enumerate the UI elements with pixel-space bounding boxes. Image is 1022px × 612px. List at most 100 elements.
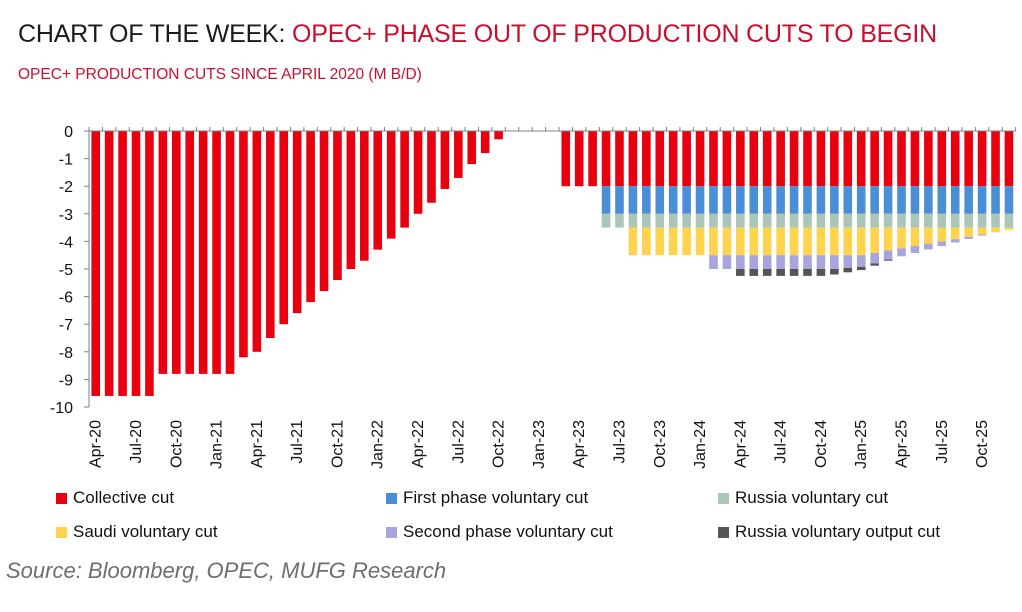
x-tick-label: Jul-25	[934, 420, 951, 464]
bar-collective-cut	[722, 131, 732, 187]
x-tick-label: Oct-25	[974, 420, 991, 468]
bar-second-phase-voluntary-cut	[856, 255, 866, 267]
legend-swatch	[56, 492, 67, 504]
bar-collective-cut	[628, 131, 638, 187]
bar-saudi-voluntary-cut	[1004, 227, 1014, 230]
bar-saudi-voluntary-cut	[830, 227, 839, 256]
bar-first-phase-voluntary-cut	[803, 186, 812, 214]
bar-first-phase-voluntary-cut	[897, 186, 906, 214]
bar-russia-voluntary-output-cut	[816, 269, 826, 276]
bar-collective-cut	[198, 131, 208, 374]
bar-russia-voluntary-output-cut	[776, 269, 785, 276]
legend-label: Collective cut	[73, 488, 175, 507]
bar-collective-cut	[454, 131, 463, 178]
bar-saudi-voluntary-cut	[950, 227, 960, 240]
bar-russia-voluntary-cut	[655, 213, 665, 228]
bar-second-phase-voluntary-cut	[977, 234, 987, 236]
bar-russia-voluntary-output-cut	[870, 263, 879, 266]
bar-collective-cut	[360, 131, 369, 261]
bar-saudi-voluntary-cut	[910, 227, 920, 247]
bar-second-phase-voluntary-cut	[789, 255, 799, 269]
bar-first-phase-voluntary-cut	[856, 186, 866, 214]
bar-second-phase-voluntary-cut	[924, 243, 933, 250]
bar-russia-voluntary-cut	[736, 213, 745, 228]
y-tick-label: -7	[59, 317, 73, 334]
bar-first-phase-voluntary-cut	[816, 186, 826, 214]
bar-saudi-voluntary-cut	[642, 227, 651, 256]
bar-saudi-voluntary-cut	[722, 227, 732, 256]
bar-collective-cut	[870, 131, 879, 187]
bar-saudi-voluntary-cut	[897, 227, 906, 249]
x-tick-label: Jul-21	[289, 420, 306, 464]
bar-collective-cut	[145, 131, 154, 396]
bar-collective-cut	[104, 131, 114, 396]
bar-second-phase-voluntary-cut	[897, 248, 906, 257]
legend-label: Saudi voluntary cut	[73, 522, 218, 541]
legend-item: Collective cut	[56, 488, 174, 508]
bar-collective-cut	[830, 131, 839, 187]
bar-saudi-voluntary-cut	[937, 227, 947, 242]
bar-collective-cut	[655, 131, 665, 187]
x-tick-label: Jul-20	[128, 420, 145, 464]
y-tick-label: -6	[59, 290, 73, 307]
chart-title-highlight: OPEC+ PHASE OUT OF PRODUCTION CUTS TO BE…	[292, 20, 938, 48]
bar-collective-cut	[682, 131, 691, 187]
bar-collective-cut	[1004, 131, 1014, 187]
x-tick-label: Apr-24	[732, 420, 749, 468]
bar-russia-voluntary-cut	[964, 213, 973, 228]
x-tick-label: Oct-23	[652, 420, 669, 468]
bar-collective-cut	[762, 131, 772, 187]
bar-saudi-voluntary-cut	[964, 227, 973, 237]
x-tick-label: Jan-22	[370, 420, 387, 469]
bar-collective-cut	[131, 131, 141, 396]
bar-second-phase-voluntary-cut	[843, 255, 853, 268]
bar-collective-cut	[306, 131, 315, 303]
legend-item: Russia voluntary output cut	[718, 522, 940, 542]
bar-saudi-voluntary-cut	[682, 227, 691, 256]
bar-collective-cut	[279, 131, 289, 325]
bar-collective-cut	[91, 131, 101, 396]
bar-russia-voluntary-cut	[803, 213, 812, 228]
bar-first-phase-voluntary-cut	[843, 186, 853, 214]
x-tick-label: Apr-25	[894, 420, 911, 468]
legend-item: Second phase voluntary cut	[386, 522, 613, 542]
bar-russia-voluntary-output-cut	[803, 269, 812, 276]
legend-swatch	[718, 526, 729, 538]
bar-first-phase-voluntary-cut	[789, 186, 799, 214]
bar-collective-cut	[185, 131, 195, 374]
chart-subtitle: OPEC+ PRODUCTION CUTS SINCE APRIL 2020 (…	[18, 66, 422, 83]
bar-first-phase-voluntary-cut	[695, 186, 705, 214]
x-tick-label: Oct-21	[329, 420, 346, 468]
bar-collective-cut	[225, 131, 235, 374]
bar-collective-cut	[574, 131, 584, 187]
bar-saudi-voluntary-cut	[991, 227, 1000, 233]
bar-first-phase-voluntary-cut	[682, 186, 691, 214]
x-tick-label: Oct-22	[491, 420, 508, 468]
bar-second-phase-voluntary-cut	[883, 250, 893, 260]
bar-second-phase-voluntary-cut	[722, 255, 732, 269]
y-tick-label: -8	[59, 345, 73, 362]
x-tick-label: Jan-24	[692, 420, 709, 469]
bar-russia-voluntary-cut	[1004, 213, 1014, 228]
bar-first-phase-voluntary-cut	[601, 186, 611, 214]
bar-russia-voluntary-cut	[977, 213, 987, 228]
bar-second-phase-voluntary-cut	[950, 239, 960, 243]
bar-first-phase-voluntary-cut	[776, 186, 785, 214]
bar-collective-cut	[601, 131, 611, 187]
bar-second-phase-voluntary-cut	[910, 246, 920, 253]
bar-collective-cut	[910, 131, 920, 187]
bar-first-phase-voluntary-cut	[870, 186, 879, 214]
bar-saudi-voluntary-cut	[803, 227, 812, 256]
bar-collective-cut	[789, 131, 799, 187]
bar-second-phase-voluntary-cut	[816, 255, 826, 269]
bar-first-phase-voluntary-cut	[628, 186, 638, 214]
bar-saudi-voluntary-cut	[789, 227, 799, 256]
bar-russia-voluntary-cut	[762, 213, 772, 228]
y-tick-label: -3	[59, 207, 73, 224]
bar-collective-cut	[413, 131, 423, 214]
bar-russia-voluntary-output-cut	[736, 269, 745, 276]
bar-collective-cut	[950, 131, 960, 187]
chart-title: CHART OF THE WEEK: OPEC+ PHASE OUT OF PR…	[18, 20, 937, 49]
bar-collective-cut	[494, 131, 503, 140]
bar-collective-cut	[695, 131, 705, 187]
